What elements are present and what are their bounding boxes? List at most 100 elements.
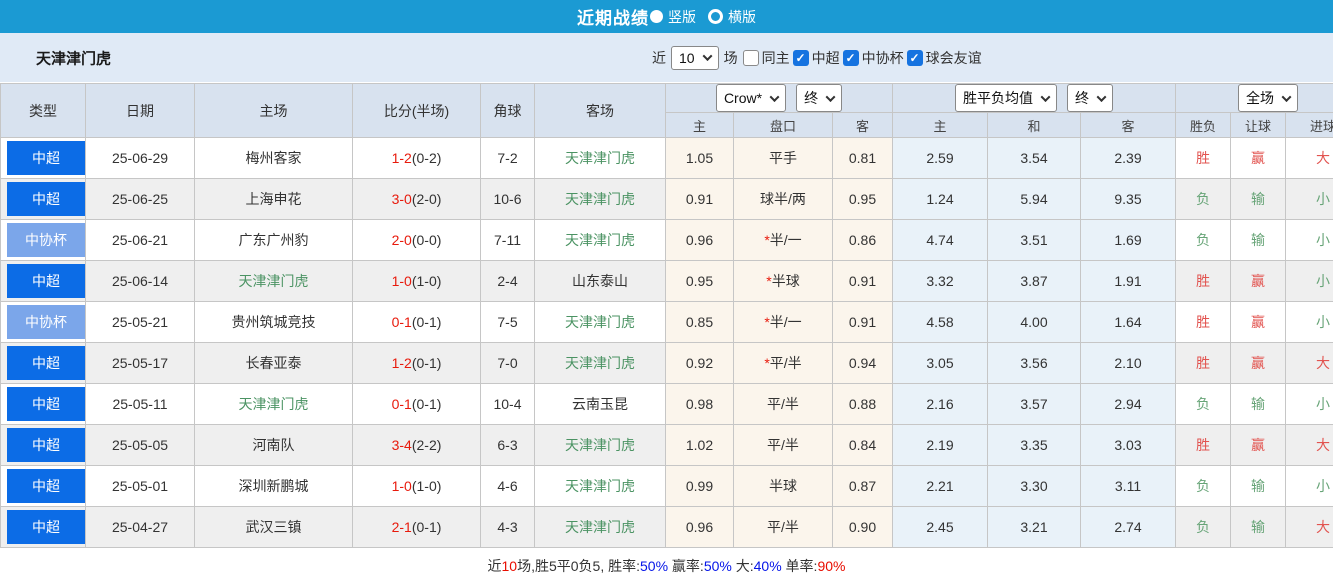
away-team-cell[interactable]: 天津津门虎 xyxy=(534,137,666,179)
halftime-score: (0-2) xyxy=(411,150,442,166)
away-team-cell[interactable]: 云南玉昆 xyxy=(534,383,666,425)
result-handicap-cell: 赢 xyxy=(1230,301,1286,343)
odds-home-cell: 4.58 xyxy=(892,301,988,343)
handicap-time-select[interactable]: 终 xyxy=(796,84,843,112)
league-badge: 中超 xyxy=(7,141,85,175)
match-count-select[interactable]: 10 xyxy=(671,45,719,70)
header-away: 客场 xyxy=(534,83,666,138)
away-team-cell[interactable]: 天津津门虎 xyxy=(534,219,666,261)
result-goals-cell: 小 xyxy=(1284,260,1333,302)
early-change-marker: * xyxy=(764,232,770,248)
result-handicap-cell: 赢 xyxy=(1230,260,1286,302)
scope-select[interactable]: 全场 xyxy=(1238,84,1298,112)
result-wdl-cell: 负 xyxy=(1175,506,1231,548)
odds-away-cell: 2.10 xyxy=(1080,342,1176,384)
home-team-cell[interactable]: 武汉三镇 xyxy=(194,506,353,548)
score-cell[interactable]: 1-2(0-2) xyxy=(352,137,481,179)
odds-time-select[interactable]: 终 xyxy=(1067,84,1113,112)
date-cell: 25-05-21 xyxy=(85,301,195,343)
result-handicap-cell: 输 xyxy=(1230,178,1286,220)
odds-away-cell: 2.39 xyxy=(1080,137,1176,179)
away-team-cell[interactable]: 天津津门虎 xyxy=(534,342,666,384)
checkbox-label: 中协杯 xyxy=(861,49,904,66)
handicap-home-odds-cell: 0.99 xyxy=(665,465,734,507)
cfa-cup-checkbox[interactable]: ✓ xyxy=(842,49,859,66)
home-team-cell[interactable]: 梅州客家 xyxy=(194,137,353,179)
home-team-cell[interactable]: 广东广州豹 xyxy=(194,219,353,261)
horizontal-layout-radio[interactable] xyxy=(708,9,723,24)
halftime-score: (1-0) xyxy=(411,478,442,494)
result-handicap-cell: 赢 xyxy=(1230,424,1286,466)
home-team-cell[interactable]: 深圳新鹏城 xyxy=(194,465,353,507)
filters: 近 10 场 同主 ✓ 中超 ✓ 中协杯 ✓ 球会友谊 xyxy=(652,45,982,70)
home-team-cell[interactable]: 上海申花 xyxy=(194,178,353,220)
home-team-cell[interactable]: 河南队 xyxy=(194,424,353,466)
subheader-odds-draw: 和 xyxy=(987,112,1081,138)
team-name: 天津津门虎 xyxy=(36,50,112,67)
table-row: 中超 25-06-14 天津津门虎 1-0(1-0) 2-4 山东泰山 0.95… xyxy=(0,260,1333,302)
table-row: 中超 25-05-11 天津津门虎 0-1(0-1) 10-4 云南玉昆 0.9… xyxy=(0,383,1333,425)
score-cell[interactable]: 2-1(0-1) xyxy=(352,506,481,548)
corner-cell: 7-2 xyxy=(480,137,535,179)
odds-away-cell: 9.35 xyxy=(1080,178,1176,220)
handicap-line-cell: 平手 xyxy=(733,137,833,179)
score-cell[interactable]: 0-1(0-1) xyxy=(352,383,481,425)
handicap-line: 半/一 xyxy=(769,232,802,248)
away-team-cell[interactable]: 天津津门虎 xyxy=(534,301,666,343)
score-cell[interactable]: 1-0(1-0) xyxy=(352,465,481,507)
summary-segment: 近 xyxy=(487,557,502,574)
scope-select-cell: 全场 xyxy=(1174,83,1333,113)
home-team-cell[interactable]: 贵州筑城竞技 xyxy=(194,301,353,343)
score-cell[interactable]: 3-4(2-2) xyxy=(352,424,481,466)
home-team-cell[interactable]: 天津津门虎 xyxy=(194,383,353,425)
odds-away-cell: 1.91 xyxy=(1080,260,1176,302)
score-cell[interactable]: 3-0(2-0) xyxy=(352,178,481,220)
result-goals-cell: 大 xyxy=(1284,424,1333,466)
odds-draw-cell: 3.35 xyxy=(987,424,1081,466)
home-team-cell[interactable]: 天津津门虎 xyxy=(194,260,353,302)
halftime-score: (1-0) xyxy=(411,273,442,289)
score-cell[interactable]: 0-1(0-1) xyxy=(352,301,481,343)
home-team-cell[interactable]: 长春亚泰 xyxy=(194,342,353,384)
odds-home-cell: 3.05 xyxy=(892,342,988,384)
checkbox-label: 球会友谊 xyxy=(925,49,982,66)
away-team-cell[interactable]: 天津津门虎 xyxy=(534,465,666,507)
away-team-cell[interactable]: 天津津门虎 xyxy=(534,178,666,220)
subheader-result-wdl: 胜负 xyxy=(1175,112,1231,138)
summary-segment: 10 xyxy=(501,557,518,574)
handicap-line: 球半/两 xyxy=(760,191,806,207)
vertical-layout-radio[interactable] xyxy=(650,10,663,23)
handicap-away-odds-cell: 0.87 xyxy=(832,465,893,507)
odds-time-value: 终 xyxy=(1075,90,1089,106)
odds-home-cell: 2.21 xyxy=(892,465,988,507)
score-cell[interactable]: 2-0(0-0) xyxy=(352,219,481,261)
halftime-score: (0-1) xyxy=(411,519,442,535)
handicap-away-odds-cell: 0.84 xyxy=(832,424,893,466)
date-cell: 25-05-17 xyxy=(85,342,195,384)
subheader-handicap-home: 主 xyxy=(665,112,734,138)
score-cell[interactable]: 1-2(0-1) xyxy=(352,342,481,384)
bookmaker-value: Crow* xyxy=(723,90,763,106)
friendly-checkbox[interactable]: ✓ xyxy=(906,49,923,66)
odds-away-cell: 1.69 xyxy=(1080,219,1176,261)
score-cell[interactable]: 1-0(1-0) xyxy=(352,260,481,302)
date-cell: 25-06-29 xyxy=(85,137,195,179)
odds-home-cell: 3.32 xyxy=(892,260,988,302)
odds-type-select[interactable]: 胜平负均值 xyxy=(955,84,1057,112)
csl-checkbox[interactable]: ✓ xyxy=(792,49,809,66)
match-type-cell: 中超 xyxy=(0,178,86,220)
bookmaker-select[interactable]: Crow* xyxy=(715,84,787,112)
summary-footer: 近 10 场,胜5平0负5, 胜率: 50% 赢率: 50% 大: 40% 单率: 90% xyxy=(0,548,1333,583)
away-team-cell[interactable]: 天津津门虎 xyxy=(534,506,666,548)
away-team-cell[interactable]: 天津津门虎 xyxy=(534,424,666,466)
header-date: 日期 xyxy=(85,83,195,138)
summary-segment: 大: xyxy=(731,557,754,574)
handicap-away-odds-cell: 0.90 xyxy=(832,506,893,548)
chevron-down-icon xyxy=(1281,91,1292,102)
league-badge: 中超 xyxy=(7,182,85,216)
date-cell: 25-06-14 xyxy=(85,260,195,302)
handicap-home-odds-cell: 0.96 xyxy=(665,219,734,261)
table-row: 中超 25-05-17 长春亚泰 1-2(0-1) 7-0 天津津门虎 0.92… xyxy=(0,342,1333,384)
away-team-cell[interactable]: 山东泰山 xyxy=(534,260,666,302)
same-home-checkbox[interactable] xyxy=(742,49,759,66)
